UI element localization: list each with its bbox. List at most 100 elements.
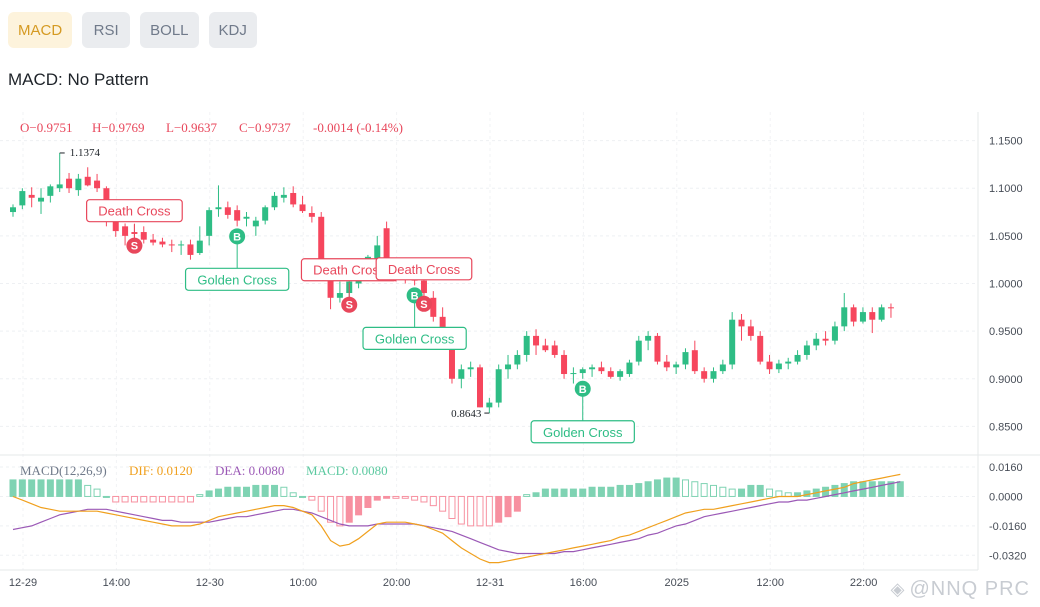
candle-body xyxy=(645,335,652,341)
time-tick-label: 22:00 xyxy=(850,577,878,589)
macd-tick-label: -0.0320 xyxy=(989,550,1026,562)
candle-body xyxy=(374,245,381,260)
candle-body xyxy=(66,178,73,189)
candle-body xyxy=(831,326,838,341)
macd-bar-negative xyxy=(392,495,400,499)
macd-bar-negative xyxy=(121,495,129,503)
annotation-box xyxy=(530,420,635,444)
macd-bar-negative xyxy=(411,495,419,501)
candle-body xyxy=(252,220,259,227)
candle-body xyxy=(654,335,661,362)
price-tick-label: 1.1500 xyxy=(989,136,1023,148)
macd-bar-negative xyxy=(158,495,166,503)
macd-bar-negative xyxy=(168,495,176,503)
max-price-label: 1.1374 xyxy=(70,147,101,159)
candle-body xyxy=(271,195,278,208)
macd-bar-positive xyxy=(299,495,307,498)
candle-body xyxy=(766,361,773,370)
macd-bar-positive xyxy=(541,488,549,497)
candle-body xyxy=(94,180,101,189)
macd-bar-positive xyxy=(644,481,652,497)
sell-marker xyxy=(126,237,143,254)
candle-body xyxy=(448,340,455,379)
candle-body xyxy=(729,319,736,365)
sell-marker xyxy=(341,296,358,313)
macd-bar-negative xyxy=(140,495,148,503)
macd-bar-positive xyxy=(9,479,17,497)
candle-body xyxy=(196,240,203,254)
macd-bar-negative xyxy=(467,495,475,527)
candle-body xyxy=(682,352,689,365)
tab-kdj[interactable]: KDJ xyxy=(208,12,257,48)
candle-body xyxy=(19,191,26,206)
candle-body xyxy=(439,316,446,336)
tab-rsi[interactable]: RSI xyxy=(82,12,131,48)
death-cross-annotation: Death Cross S xyxy=(86,199,183,254)
dea-line xyxy=(12,481,901,555)
macd-bar-positive xyxy=(700,483,708,497)
candle-body xyxy=(280,194,287,198)
time-tick-label: 10:00 xyxy=(289,577,317,589)
macd-bar-positive xyxy=(831,484,839,497)
macd-tick-label: 0.0160 xyxy=(989,462,1023,474)
macd-bar-positive xyxy=(607,486,615,497)
candle-body xyxy=(551,345,558,355)
macd-bar-positive xyxy=(719,486,727,497)
macd-legend-macd: MACD: 0.0080 xyxy=(306,463,388,478)
price-tick-label: 0.9500 xyxy=(989,326,1023,338)
macd-bar-positive xyxy=(261,484,269,497)
macd-lines xyxy=(12,473,901,564)
candle-body xyxy=(701,371,708,379)
macd-bar-negative xyxy=(177,495,185,503)
annotation-label: Golden Cross xyxy=(197,272,277,287)
macd-bar-positive xyxy=(18,479,26,497)
candle-body xyxy=(794,354,801,362)
macd-bar-positive xyxy=(850,481,858,497)
candle-body xyxy=(607,371,614,377)
macd-bar-negative xyxy=(383,495,391,499)
candle-body xyxy=(150,239,157,243)
candle-body xyxy=(234,210,241,221)
candle-body xyxy=(887,307,894,309)
annotation-label: Death Cross xyxy=(313,263,386,278)
macd-bar-positive xyxy=(523,494,531,497)
candle-body xyxy=(850,307,857,322)
time-tick-label: 16:00 xyxy=(570,577,598,589)
macd-bar-positive xyxy=(691,481,699,497)
macd-bar-positive xyxy=(28,479,36,497)
macd-bar-positive xyxy=(840,483,848,497)
candle-body xyxy=(757,335,764,362)
time-tick-label: 12-31 xyxy=(476,577,504,589)
candle-body xyxy=(785,361,792,364)
macd-legend: MACD(12,26,9) DIF: 0.0120 DEA: 0.0080 MA… xyxy=(20,463,388,478)
candle-body xyxy=(505,364,512,370)
candle-series xyxy=(10,152,894,414)
annotation-box xyxy=(362,326,467,351)
macd-bar-positive xyxy=(569,488,577,497)
tab-boll[interactable]: BOLL xyxy=(140,12,199,48)
macd-bar-positive xyxy=(233,486,241,497)
macd-bar-negative xyxy=(112,495,120,503)
time-tick-label: 14:00 xyxy=(103,577,131,589)
annotation-box xyxy=(375,257,473,281)
macd-bar-negative xyxy=(373,495,381,501)
candle-body xyxy=(262,207,269,221)
min-price-label: 0.8643 xyxy=(451,408,482,420)
price-tick-label: 1.0000 xyxy=(989,279,1023,291)
candle-body xyxy=(542,345,549,351)
candle-body xyxy=(813,338,820,346)
macd-legend-dif: DIF: 0.0120 xyxy=(129,463,193,478)
candle-body xyxy=(841,307,848,327)
macd-histogram xyxy=(9,477,904,527)
candle-body xyxy=(495,369,502,403)
time-tick-label: 12-29 xyxy=(9,577,37,589)
tab-macd[interactable]: MACD xyxy=(8,12,73,48)
macd-bar-positive xyxy=(681,479,689,497)
marker-letter: B xyxy=(233,231,241,243)
macd-bar-positive xyxy=(738,488,746,497)
annotation-label: Golden Cross xyxy=(543,425,623,440)
dif-line xyxy=(12,473,901,564)
candle-body xyxy=(10,207,16,213)
time-tick-label: 12-30 xyxy=(196,577,224,589)
